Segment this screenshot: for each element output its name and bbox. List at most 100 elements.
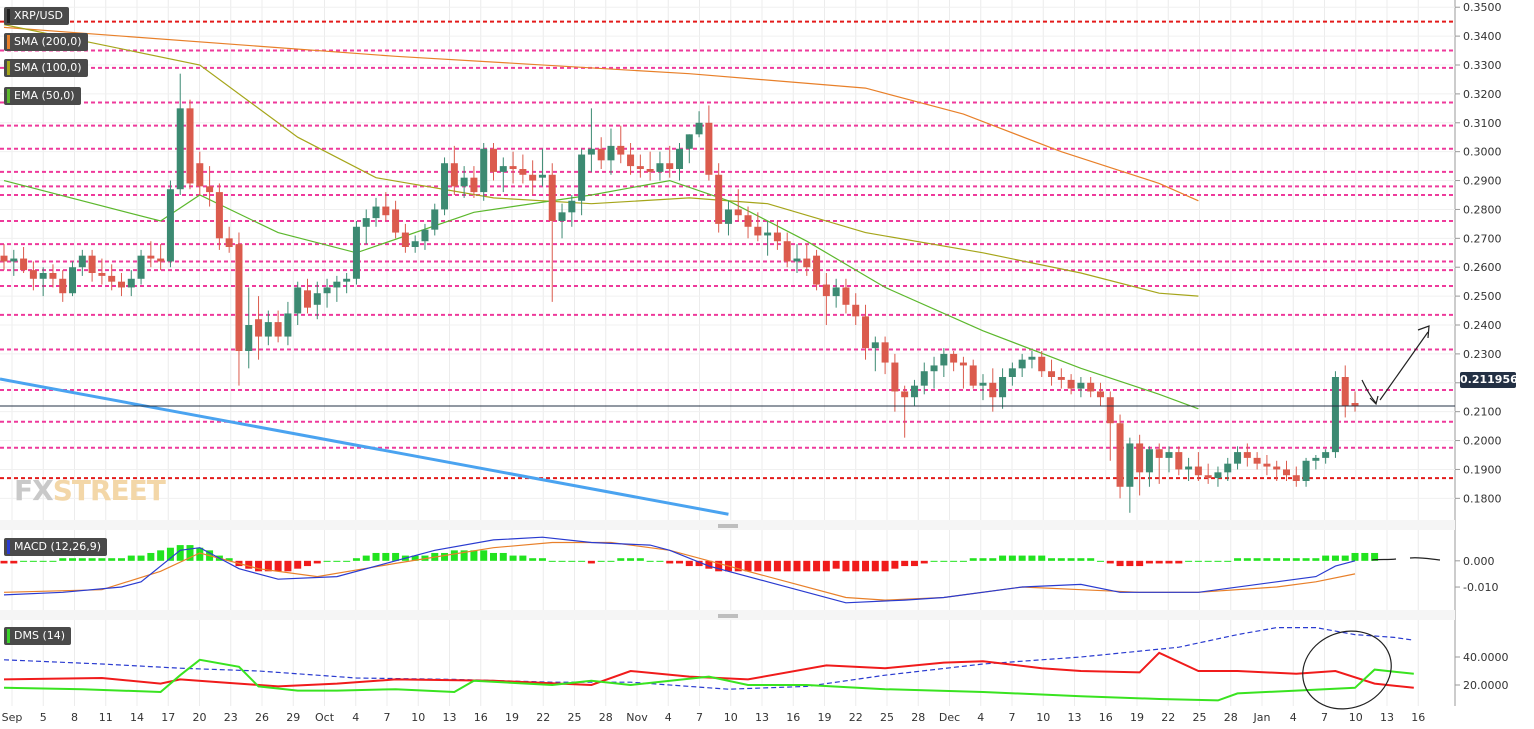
macd-histogram-bar xyxy=(852,560,860,572)
macd-histogram-bar xyxy=(538,558,546,561)
candle-body xyxy=(196,163,204,187)
macd-histogram-bar xyxy=(666,560,674,564)
candle-body xyxy=(1087,382,1095,392)
macd-histogram-bar xyxy=(1282,558,1290,561)
macd-histogram-bar xyxy=(910,560,918,567)
candle-body xyxy=(1234,452,1242,464)
candle-body xyxy=(1116,423,1124,487)
candle-body xyxy=(538,174,546,178)
candle-body xyxy=(10,258,18,262)
sma100-label: SMA (100,0) xyxy=(4,59,88,77)
macd-histogram-bar xyxy=(930,560,938,562)
candle-body xyxy=(1136,443,1144,473)
candle-body xyxy=(1331,377,1339,453)
candle-body xyxy=(822,284,830,297)
candle-body xyxy=(685,134,693,149)
y-tick-label: 0.2000 xyxy=(1463,435,1502,448)
candle-body xyxy=(578,154,586,201)
macd-histogram-bar xyxy=(1263,558,1271,561)
candle-body xyxy=(529,174,537,181)
candle-body xyxy=(715,174,723,224)
y-tick-label: 0.3400 xyxy=(1463,30,1502,43)
ema50-text: EMA (50,0) xyxy=(14,89,75,102)
macd-histogram-bar xyxy=(264,560,272,572)
candle-body xyxy=(989,382,997,398)
x-tick-label: Nov xyxy=(626,711,648,724)
macd-histogram-bar xyxy=(1371,552,1379,561)
candle-body xyxy=(1018,359,1026,369)
macd-histogram-bar xyxy=(362,555,370,561)
macd-histogram-bar xyxy=(1185,560,1193,562)
candle-body xyxy=(1008,368,1016,377)
dms-minus-line xyxy=(3,651,1414,689)
macd-histogram-bar xyxy=(117,558,125,561)
y-tick-label: 0.2500 xyxy=(1463,290,1502,303)
y-tick-label: 0.2100 xyxy=(1463,406,1502,419)
macd-histogram-bar xyxy=(548,560,556,562)
macd-histogram-bar xyxy=(313,560,321,564)
macd-histogram-bar xyxy=(196,547,204,561)
candle-body xyxy=(245,325,253,351)
macd-histogram-bar xyxy=(1126,560,1134,567)
candle-body xyxy=(20,258,28,271)
candle-body xyxy=(1351,403,1359,406)
candle-body xyxy=(382,206,390,216)
macd-histogram-bar xyxy=(1224,560,1232,562)
candle-body xyxy=(999,377,1007,398)
x-tick-label: 16 xyxy=(1099,711,1113,724)
candle-body xyxy=(852,304,860,317)
candle-body xyxy=(274,322,282,337)
macd-histogram-bar xyxy=(999,555,1007,561)
candle-body xyxy=(950,353,958,363)
candle-body xyxy=(147,255,155,259)
candle-body xyxy=(627,154,635,167)
macd-histogram-bar xyxy=(1136,560,1144,567)
x-tick-label: 25 xyxy=(568,711,582,724)
candle-body xyxy=(744,215,752,227)
macd-histogram-bar xyxy=(1057,558,1065,561)
macd-histogram-bar xyxy=(715,560,723,572)
y-tick-label: 0.2700 xyxy=(1463,232,1502,245)
y-tick-label: 0.2800 xyxy=(1463,203,1502,216)
candle-body xyxy=(1322,452,1330,458)
candle-body xyxy=(666,163,674,169)
candle-body xyxy=(558,212,566,221)
macd-histogram-bar xyxy=(578,560,586,562)
candle-body xyxy=(646,169,654,172)
candle-body xyxy=(1155,449,1163,458)
x-tick-label: 11 xyxy=(99,711,113,724)
y-tick-label: 0.3300 xyxy=(1463,59,1502,72)
macd-histogram-bar xyxy=(127,555,135,561)
candle-body xyxy=(1126,443,1134,487)
x-tick-label: 8 xyxy=(71,711,78,724)
x-tick-label: 7 xyxy=(384,711,391,724)
x-tick-label: 10 xyxy=(411,711,425,724)
x-tick-label: 19 xyxy=(1130,711,1144,724)
macd-histogram-bar xyxy=(186,545,194,561)
y-tick-label: 0.2900 xyxy=(1463,175,1502,188)
macd-histogram-bar xyxy=(1155,560,1163,564)
x-tick-label: 4 xyxy=(977,711,984,724)
x-tick-label: 19 xyxy=(818,711,832,724)
macd-histogram-bar xyxy=(1018,555,1026,561)
macd-histogram-bar xyxy=(343,560,351,562)
macd-histogram-bar xyxy=(166,547,174,561)
macd-histogram-bar xyxy=(989,558,997,561)
x-tick-label: 13 xyxy=(1380,711,1394,724)
macd-histogram-bar xyxy=(294,560,302,569)
candle-body xyxy=(1302,460,1310,481)
candle-body xyxy=(832,287,840,297)
sma200-label: SMA (200,0) xyxy=(4,33,88,51)
candle-body xyxy=(460,177,468,187)
candle-body xyxy=(1214,472,1222,479)
candle-body xyxy=(793,258,801,262)
macd-histogram-bar xyxy=(490,552,497,561)
ema50-label: EMA (50,0) xyxy=(4,87,81,105)
macd-histogram-bar xyxy=(1038,555,1046,561)
macd-histogram-bar xyxy=(558,560,566,562)
x-tick-label: Sep xyxy=(2,711,23,724)
dms-swatch xyxy=(7,629,10,643)
macd-histogram-bar xyxy=(39,560,47,562)
candle-body xyxy=(303,290,311,308)
